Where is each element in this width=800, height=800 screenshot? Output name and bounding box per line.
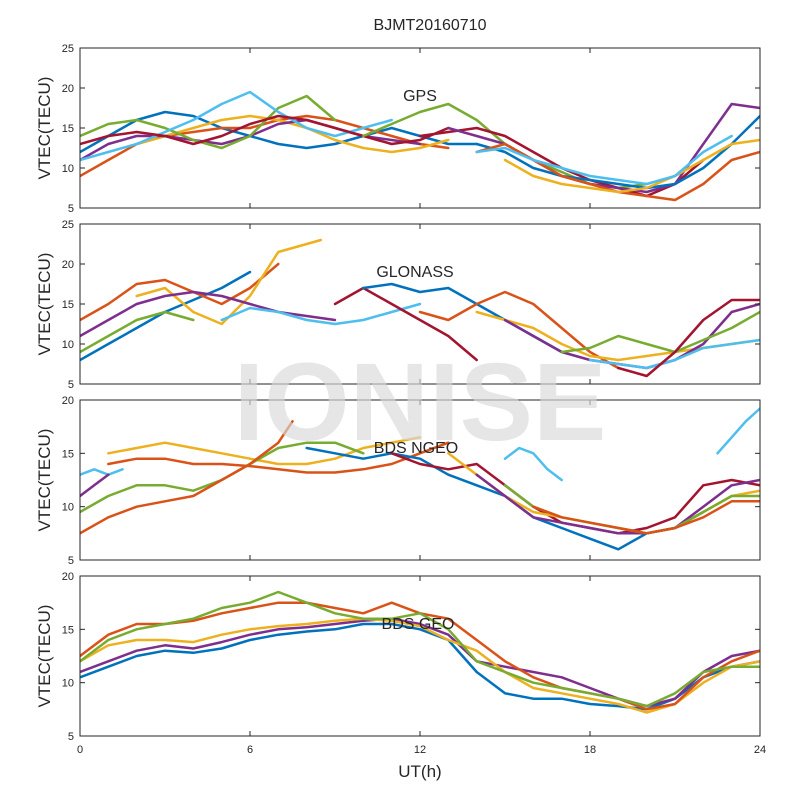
panel-3: 5 10 15 20 VTEC(TECU) BDS NGEO: [35, 395, 761, 567]
y-axis-label: VTEC(TECU): [35, 429, 54, 532]
y-tick-label: 15: [62, 448, 74, 460]
series-line-11: [475, 473, 760, 535]
panels: 5 10 15 20 25 VTEC(TECU) GPS 5 10 15 20 25 VTEC(TECU…: [35, 43, 766, 756]
watermark: IONISE: [234, 341, 607, 464]
series-line-2: [80, 262, 280, 322]
x-axis-label: UT(h): [398, 762, 441, 781]
y-tick-label: 25: [62, 43, 74, 55]
panel-label: BDS NGEO: [374, 440, 458, 457]
series-group: [80, 238, 760, 378]
series-line-3: [80, 617, 760, 714]
y-axis-label: VTEC(TECU): [35, 605, 54, 708]
y-tick-label: 15: [62, 299, 74, 311]
y-tick-label: 10: [62, 678, 74, 690]
y-axis-label: VTEC(TECU): [35, 77, 54, 180]
series-line-5: [80, 590, 760, 708]
x-tick-label: 0: [77, 744, 83, 756]
y-tick-label: 10: [62, 339, 74, 351]
series-line-14: [716, 407, 760, 455]
series-line-14: [475, 134, 733, 186]
series-group: [80, 590, 760, 714]
series-line-10: [447, 102, 760, 194]
y-tick-label: 5: [68, 379, 74, 391]
series-line-6: [80, 90, 393, 162]
series-line-5: [80, 94, 337, 150]
series-line-7: [80, 114, 450, 146]
panel-label: BDS GEO: [382, 616, 455, 633]
y-tick-label: 25: [62, 219, 74, 231]
series-line-6: [220, 302, 422, 326]
plot-area: [80, 576, 760, 736]
y-tick-label: 10: [62, 502, 74, 514]
series-line-4: [80, 290, 337, 338]
series-line-14: [617, 298, 760, 378]
series-line-13: [532, 500, 760, 535]
series-line-3: [135, 114, 450, 154]
y-tick-label: 20: [62, 571, 74, 583]
panel-2: 5 10 15 20 25 VTEC(TECU) GLONASS: [35, 219, 761, 391]
series-group: [80, 407, 760, 551]
series-line-7: [333, 286, 478, 362]
series-line-13: [503, 138, 760, 194]
x-tick-label: 18: [584, 744, 596, 756]
y-tick-label: 5: [68, 203, 74, 215]
y-tick-label: 15: [62, 123, 74, 135]
series-line-12: [560, 310, 760, 354]
series-line-9: [503, 446, 563, 482]
figure-title: BJMT20160710: [374, 17, 487, 34]
y-axis-label: VTEC(TECU): [35, 253, 54, 356]
y-tick-label: 10: [62, 163, 74, 175]
y-tick-label: 20: [62, 395, 74, 407]
panel-4: 5 10 15 20 0 6 12 18 24 VTEC(TECU) BDS GEO: [35, 571, 766, 756]
panel-label: GPS: [403, 88, 437, 105]
y-tick-label: 20: [62, 83, 74, 95]
x-tick-label: 6: [247, 744, 253, 756]
y-tick-label: 15: [62, 624, 74, 636]
series-line-3: [107, 436, 422, 466]
series-group: [80, 90, 760, 202]
series-line-5: [80, 310, 195, 354]
y-tick-label: 20: [62, 259, 74, 271]
series-line-1: [80, 110, 478, 154]
y-tick-label: 5: [68, 731, 74, 743]
panel-label: GLONASS: [376, 264, 453, 281]
x-tick-label: 12: [414, 744, 426, 756]
series-line-11: [475, 114, 760, 190]
y-tick-label: 5: [68, 555, 74, 567]
series-line-2: [80, 473, 110, 498]
series-line-6: [80, 420, 294, 535]
panel-1: 5 10 15 20 25 VTEC(TECU) GPS: [35, 43, 761, 215]
x-tick-label: 24: [754, 744, 766, 756]
series-line-3: [135, 238, 323, 326]
series-line-1: [80, 468, 124, 476]
series-line-13: [588, 338, 760, 370]
series-line-4: [107, 441, 450, 474]
